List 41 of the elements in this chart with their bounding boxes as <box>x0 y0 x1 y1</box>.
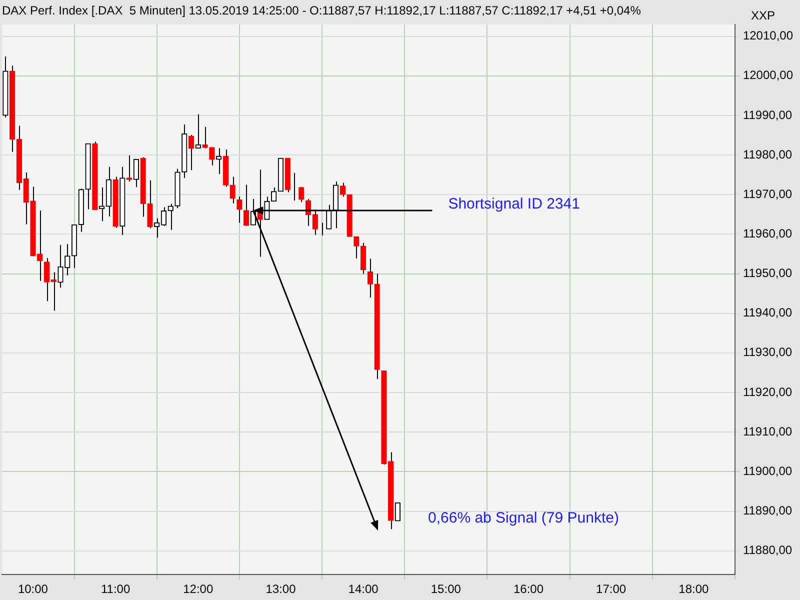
candlestick <box>394 502 401 522</box>
candlestick <box>354 236 360 259</box>
y-tick-label: 12000,00 <box>742 68 794 82</box>
x-tick-label: 14:00 <box>348 582 379 596</box>
y-tick-label: 11920,00 <box>742 384 792 399</box>
y-tick-label: 11970,00 <box>742 186 792 201</box>
text: XXP <box>750 8 775 23</box>
y-tick-label: 11980,00 <box>742 147 792 162</box>
x-tick-label: 15:00 <box>430 582 462 596</box>
x-tick-label: 11:00 <box>100 582 130 596</box>
candlestick <box>147 180 153 229</box>
candlestick <box>202 126 208 149</box>
x-tick-label: 17:00 <box>596 582 626 596</box>
x-tick-label: 13:00 <box>266 582 296 596</box>
annotation: Shortsignal ID 2341 <box>448 196 580 213</box>
candlestick <box>298 186 304 203</box>
candlestick <box>367 258 374 298</box>
y-tick-label: 11990,00 <box>742 108 792 122</box>
candlestick <box>58 244 64 288</box>
candlestick <box>133 158 140 188</box>
candlestick <box>230 176 236 204</box>
y-tick-label: 11880,00 <box>742 543 792 558</box>
chart-title: DAX Perf. Index [.DAX 5 Minuten] 13.05.2019 14:25:00 - O:11887,57 H:11892,17 L:11887,57 C:11892,17 +4,51 +0,04% <box>2 4 642 18</box>
y-tick-label: 11960,00 <box>742 226 792 240</box>
x-tick-label: 10:00 <box>18 582 48 596</box>
x-tick-label: 16:00 <box>513 582 544 596</box>
y-tick-label: 11930,00 <box>742 345 792 360</box>
y-tick-label: 11940,00 <box>742 306 792 320</box>
candlestick <box>271 186 277 202</box>
x-tick-label: 18:00 <box>678 582 709 596</box>
y-tick-label: 11900,00 <box>742 464 792 478</box>
candlestick <box>37 210 43 282</box>
candlestick <box>64 244 70 276</box>
candlestick <box>236 196 242 224</box>
y-tick-label: 12010,00 <box>742 28 794 43</box>
y-tick-label: 11890,00 <box>742 504 792 518</box>
y-tick-label: 11910,00 <box>742 424 792 438</box>
annotation: 0,66% ab Signal (79 Punkte) <box>428 510 619 527</box>
x-tick-label: 12:00 <box>183 582 214 596</box>
y-tick-label: 11950,00 <box>742 266 792 280</box>
candlestick <box>360 242 366 274</box>
